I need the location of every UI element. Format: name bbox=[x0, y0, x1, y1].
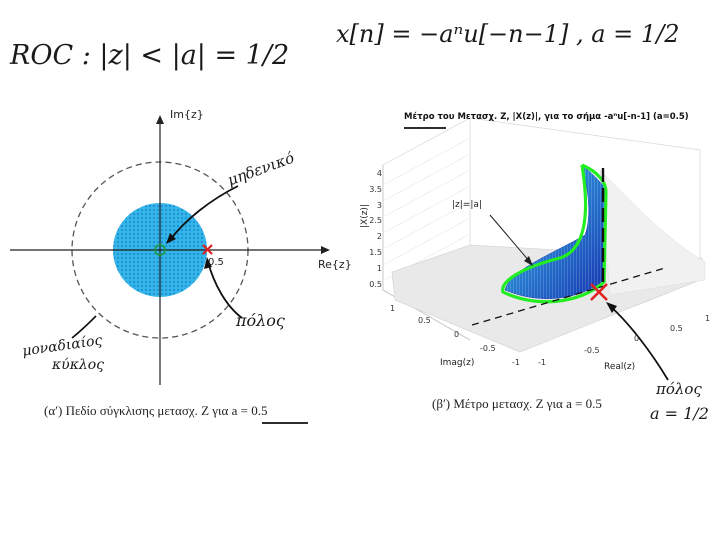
z-tick: 2.5 bbox=[369, 216, 382, 226]
pole-marker bbox=[202, 244, 213, 255]
unit-circle-note-arrow bbox=[71, 315, 97, 339]
zero-note-arrow bbox=[169, 185, 239, 241]
z-tick: 0.5 bbox=[369, 279, 382, 289]
roc-handwriting: ROC : |z| < |a| = 1/2 bbox=[10, 40, 290, 71]
z-axis-ticks: 4 3.5 3 2.5 2 1.5 1 0.5 bbox=[366, 166, 382, 292]
real-tick: -1 bbox=[538, 358, 546, 367]
pole-marker-3d bbox=[590, 283, 608, 301]
right-plot-caption: (β′) Μέτρο μετασχ. Z για a = 0.5 bbox=[432, 396, 602, 411]
real-tick: -0.5 bbox=[584, 346, 600, 355]
z-tick: 1 bbox=[376, 263, 382, 273]
imag-axis-arrowhead bbox=[156, 115, 164, 124]
z-tick: 1.5 bbox=[369, 247, 382, 257]
imag-tick: 1 bbox=[390, 304, 396, 313]
pole-note-right: πόλος bbox=[656, 380, 702, 398]
left-plot-caption: (α′) Πεδίο σύγκλισης μετασχ. Z για a = 0… bbox=[44, 403, 268, 418]
imag-axis-label: Im{z} bbox=[170, 108, 204, 121]
z-tick: 3 bbox=[376, 200, 382, 210]
imag-tick: -0.5 bbox=[480, 344, 496, 353]
roc-plot bbox=[10, 115, 330, 385]
imag-tick: -1 bbox=[512, 358, 520, 367]
roc-boundary-annotation: |z|=|a| bbox=[452, 200, 482, 210]
imag-tick: 0 bbox=[454, 330, 460, 339]
imag-axis-label-3d: Imag(z) bbox=[440, 358, 475, 368]
pole-value-note: a = 1/2 bbox=[650, 404, 709, 423]
z-tick: 2 bbox=[376, 232, 382, 242]
real-tick: 0.5 bbox=[670, 324, 683, 333]
real-axis-label-3d: Real(z) bbox=[604, 362, 636, 372]
z-tick: 4 bbox=[376, 169, 382, 178]
annotation-arrow bbox=[489, 214, 531, 263]
real-tick: 0 bbox=[634, 334, 640, 343]
roc-boundary-contour bbox=[501, 163, 608, 304]
imag-tick: 0.5 bbox=[418, 316, 431, 325]
magnitude-3d-plot bbox=[382, 117, 706, 381]
signal-definition-handwriting: x[n] = −aⁿu[−n−1] , a = 1/2 bbox=[336, 20, 680, 48]
real-tick: 1 bbox=[705, 314, 711, 323]
pole-note-left: πόλος bbox=[236, 311, 285, 330]
pole-tick-label: 0.5 bbox=[208, 257, 224, 268]
z-tick: 3.5 bbox=[369, 184, 382, 194]
real-axis-arrowhead bbox=[321, 246, 330, 254]
zero-marker bbox=[154, 244, 166, 256]
surface-outside-roc bbox=[599, 169, 706, 296]
real-axis-label: Re{z} bbox=[318, 258, 352, 271]
real-axis-dashed bbox=[471, 267, 666, 326]
plot-3d-title: Μέτρο του Μετασχ. Z, |X(z)|, για το σήμα… bbox=[404, 112, 689, 122]
unit-circle-note-line2: κύκλος bbox=[52, 357, 105, 373]
pole-note-arrow-left bbox=[207, 261, 243, 319]
pole-note-arrow-right bbox=[609, 305, 669, 381]
